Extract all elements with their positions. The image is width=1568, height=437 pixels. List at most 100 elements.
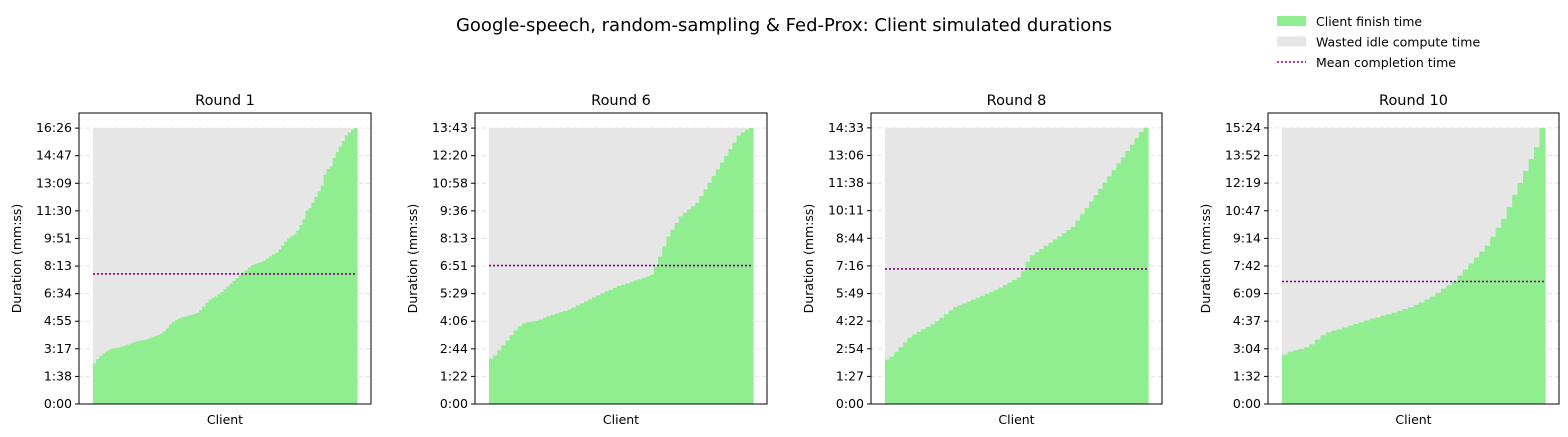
client-bar — [202, 306, 206, 404]
client-bar — [509, 335, 515, 404]
y-tick-label: 0:00 — [440, 396, 468, 411]
y-tick-label: 10:47 — [1225, 203, 1261, 218]
client-bar — [641, 277, 647, 404]
client-bar — [980, 295, 986, 404]
client-bar — [1523, 170, 1530, 404]
client-bar — [1034, 252, 1040, 404]
y-tick-label: 10:11 — [828, 203, 864, 218]
y-tick-label: 1:38 — [44, 368, 72, 383]
client-bar — [193, 313, 197, 404]
client-bar — [1303, 347, 1310, 404]
client-bar — [1429, 296, 1437, 404]
client-bar — [1298, 349, 1305, 404]
client-bar — [921, 329, 927, 404]
client-bar — [147, 338, 152, 404]
client-bar — [583, 301, 589, 404]
client-bar — [162, 331, 167, 404]
x-axis-label: Client — [603, 412, 639, 427]
client-bar — [592, 297, 597, 404]
client-bar — [930, 324, 936, 404]
client-bar — [497, 350, 502, 404]
client-bar — [117, 347, 121, 404]
client-bar — [1375, 317, 1382, 404]
legend-swatch — [1277, 36, 1306, 47]
client-bar — [129, 343, 134, 404]
client-bar — [153, 336, 158, 404]
y-tick-label: 8:44 — [836, 230, 864, 245]
client-bar — [1309, 344, 1316, 404]
client-bar — [1440, 288, 1447, 404]
client-bar — [1116, 163, 1122, 404]
x-axis-label: Client — [1395, 412, 1431, 427]
client-bar — [120, 346, 124, 404]
chart-panel-1: 0:00 1:38 3:17 4:55 6:34 8:13 9:51 11:30 13:09 14… — [9, 93, 372, 427]
client-bar — [1462, 269, 1469, 404]
y-tick-label: 2:54 — [836, 341, 864, 356]
client-bar — [678, 216, 684, 404]
y-tick-label: 13:43 — [432, 120, 468, 135]
client-bar — [1025, 261, 1031, 404]
client-bar — [99, 355, 103, 404]
client-bar — [699, 196, 705, 404]
client-bar — [916, 331, 922, 404]
y-tick-label: 4:06 — [440, 313, 468, 328]
client-bar — [728, 149, 733, 404]
client-bar — [912, 334, 918, 404]
legend-label: Wasted idle compute time — [1316, 35, 1480, 50]
client-bar — [144, 339, 149, 404]
client-bar — [1512, 194, 1519, 404]
client-bar — [311, 202, 316, 404]
y-tick-label: 9:36 — [440, 203, 468, 218]
client-bar — [1093, 195, 1099, 404]
y-tick-label: 3:04 — [1233, 341, 1261, 356]
y-tick-label: 1:32 — [1233, 368, 1261, 383]
client-bar — [971, 299, 977, 404]
client-bar — [588, 299, 593, 404]
client-bar — [350, 129, 355, 405]
client-bar — [707, 182, 713, 404]
client-bar — [1380, 315, 1387, 404]
client-bar — [105, 351, 109, 404]
client-bar — [1129, 144, 1135, 404]
client-bar — [1057, 236, 1063, 404]
client-bar — [353, 128, 358, 404]
client-bar — [907, 337, 913, 404]
client-bar — [296, 230, 300, 404]
client-bar — [159, 333, 164, 404]
client-bar — [1490, 236, 1497, 404]
client-bar — [962, 303, 968, 404]
client-bar — [715, 169, 721, 404]
client-bar — [93, 363, 97, 404]
client-bar — [284, 241, 288, 404]
client-bar — [344, 135, 349, 404]
y-tick-label: 0:00 — [1233, 396, 1261, 411]
subplot-title: Round 6 — [591, 93, 651, 109]
y-tick-label: 9:14 — [1233, 230, 1261, 245]
legend-item-1: Client finish time — [1277, 14, 1422, 29]
client-bar — [925, 326, 931, 404]
client-bar — [275, 252, 279, 404]
y-tick-label: 8:13 — [440, 230, 468, 245]
client-bar — [308, 208, 313, 404]
client-bar — [1397, 310, 1404, 404]
client-bar — [220, 292, 225, 404]
client-bar — [1358, 322, 1365, 404]
y-tick-label: 7:16 — [836, 258, 864, 273]
client-bar — [1039, 249, 1045, 404]
client-bar — [226, 286, 231, 404]
client-bar — [293, 234, 297, 404]
client-bar — [290, 236, 294, 404]
client-bar — [1011, 280, 1018, 404]
client-bar — [165, 328, 170, 404]
y-tick-label: 12:19 — [1225, 175, 1261, 190]
client-bar — [522, 323, 527, 404]
client-bar — [894, 351, 900, 404]
x-axis-label: Client — [998, 412, 1034, 427]
client-bar — [232, 280, 237, 404]
y-tick-label: 6:09 — [1233, 286, 1261, 301]
client-bar — [287, 238, 291, 404]
client-bar — [1016, 277, 1022, 404]
y-tick-label: 7:42 — [1233, 258, 1261, 273]
client-bar — [335, 152, 340, 404]
client-bar — [1468, 263, 1475, 404]
